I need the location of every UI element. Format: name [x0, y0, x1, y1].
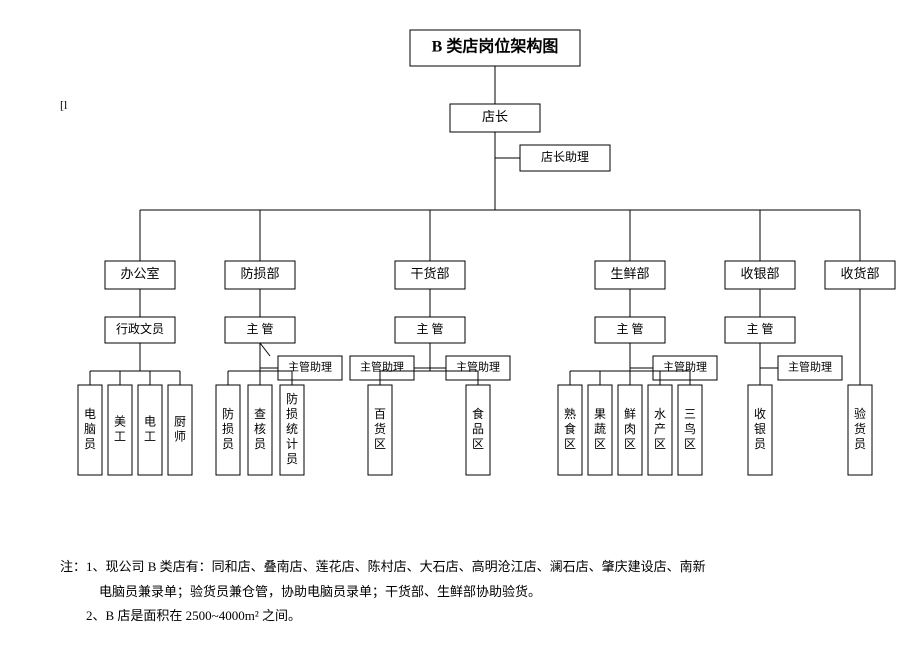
svg-text:核: 核 [254, 422, 266, 436]
footnotes: 注：1、现公司 B 类店有：同和店、叠南店、莲花店、陈村店、大石店、高明沧江店、… [60, 555, 706, 629]
svg-text:防: 防 [222, 406, 234, 421]
svg-text:区: 区 [684, 437, 696, 451]
org-chart: B 类店岗位架构图店长店长助理办公室行政文员电脑员美工电工厨师防损部主 管主管助… [10, 10, 920, 550]
svg-text:肉: 肉 [624, 422, 636, 436]
svg-text:区: 区 [594, 437, 606, 451]
svg-text:办公室: 办公室 [120, 266, 159, 281]
svg-text:损: 损 [222, 422, 234, 436]
note-line: 注：1、现公司 B 类店有：同和店、叠南店、莲花店、陈村店、大石店、高明沧江店、… [60, 555, 706, 580]
svg-text:电: 电 [84, 407, 96, 421]
svg-text:品: 品 [472, 422, 484, 436]
svg-text:区: 区 [624, 437, 636, 451]
svg-text:食: 食 [472, 406, 484, 421]
svg-text:果: 果 [594, 407, 606, 421]
svg-text:防损部: 防损部 [240, 266, 279, 281]
svg-text:主管助理: 主管助理 [288, 360, 332, 374]
svg-text:损: 损 [286, 407, 298, 421]
svg-text:查: 查 [254, 407, 266, 421]
svg-text:收: 收 [754, 407, 766, 421]
svg-text:计: 计 [286, 437, 298, 451]
svg-text:生鲜部: 生鲜部 [610, 266, 649, 281]
svg-text:店长: 店长 [482, 109, 508, 124]
svg-text:统: 统 [286, 422, 298, 436]
svg-text:区: 区 [654, 437, 666, 451]
svg-text:食: 食 [564, 421, 576, 436]
svg-text:员: 员 [254, 437, 266, 451]
svg-text:收银部: 收银部 [740, 266, 779, 281]
svg-text:干货部: 干货部 [410, 266, 449, 281]
svg-text:员: 员 [222, 437, 234, 451]
svg-text:区: 区 [472, 437, 484, 451]
svg-text:货: 货 [374, 421, 386, 436]
svg-text:鲜: 鲜 [624, 407, 636, 421]
svg-text:脑: 脑 [84, 422, 96, 436]
svg-text:员: 员 [286, 452, 298, 466]
svg-text:工: 工 [114, 429, 126, 443]
svg-text:主 管: 主 管 [246, 321, 273, 336]
svg-text:货: 货 [854, 421, 866, 436]
svg-text:主管助理: 主管助理 [788, 360, 832, 374]
svg-text:师: 师 [174, 429, 186, 443]
svg-text:验: 验 [854, 406, 866, 421]
note-line: 电脑员兼录单；验货员兼仓管，协助电脑员录单；干货部、生鲜部协助验货。 [60, 580, 706, 605]
svg-text:防: 防 [286, 391, 298, 406]
svg-text:员: 员 [754, 437, 766, 451]
svg-text:蔬: 蔬 [594, 422, 606, 436]
svg-text:主 管: 主 管 [616, 321, 643, 336]
svg-text:水: 水 [654, 407, 666, 421]
svg-text:店长助理: 店长助理 [541, 150, 589, 164]
svg-text:银: 银 [754, 422, 766, 436]
svg-text:三: 三 [684, 407, 696, 421]
stray-text: [l [60, 98, 67, 113]
svg-text:产: 产 [654, 422, 666, 436]
svg-text:B 类店岗位架构图: B 类店岗位架构图 [432, 37, 559, 56]
svg-text:主 管: 主 管 [416, 321, 443, 336]
svg-text:区: 区 [564, 437, 576, 451]
svg-text:员: 员 [854, 437, 866, 451]
svg-text:美: 美 [114, 414, 126, 428]
svg-text:鸟: 鸟 [684, 421, 696, 436]
svg-text:工: 工 [144, 429, 156, 443]
svg-text:厨: 厨 [174, 414, 186, 428]
svg-text:百: 百 [374, 407, 386, 421]
note-line: 2、B 店是面积在 2500~4000m² 之间。 [60, 604, 706, 629]
svg-text:员: 员 [84, 437, 96, 451]
svg-text:收货部: 收货部 [840, 266, 879, 281]
svg-text:熟: 熟 [564, 406, 576, 421]
svg-text:电: 电 [144, 414, 156, 428]
svg-text:主 管: 主 管 [746, 321, 773, 336]
svg-text:区: 区 [374, 437, 386, 451]
svg-text:行政文员: 行政文员 [116, 321, 164, 336]
